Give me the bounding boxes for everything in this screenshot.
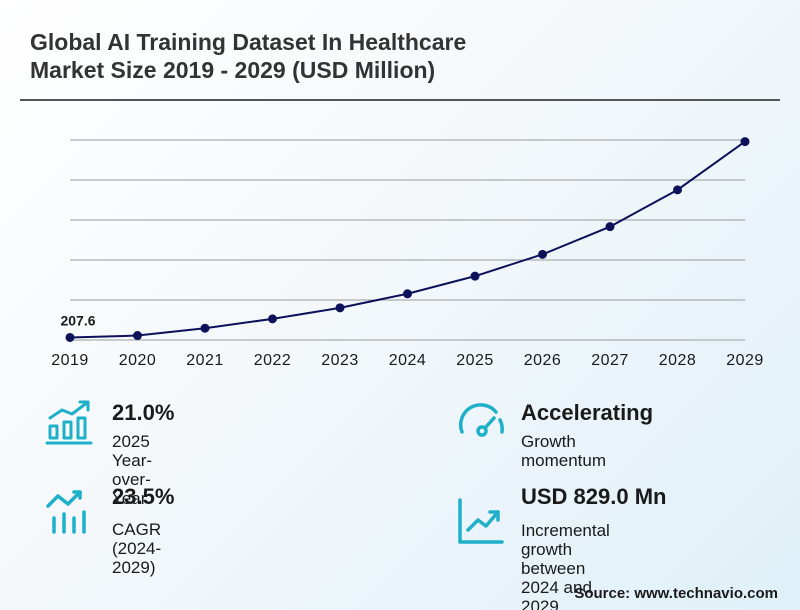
data-point-2029 <box>740 137 750 147</box>
data-point-2019 <box>65 332 75 342</box>
stat-incremental-desc-line-1: Incremental growth <box>521 521 610 559</box>
x-tick-label-2026: 2026 <box>524 352 562 369</box>
data-point-2021 <box>200 323 210 333</box>
data-point-2028 <box>673 185 682 195</box>
data-labels: 207.6 <box>60 312 95 328</box>
x-tick-label-2025: 2025 <box>456 352 494 369</box>
x-tick-label-2020: 2020 <box>119 352 157 369</box>
stat-incremental-desc-line-2: between 2024 and 2029 <box>521 559 592 610</box>
stat-cagr-desc: CAGR (2024-2029) <box>112 520 162 577</box>
series-line <box>69 140 746 339</box>
data-point-2023 <box>335 303 345 313</box>
stat-yoy-desc: 2025 Year-over-Year <box>112 432 153 508</box>
chart-title-line-1: Global AI Training Dataset In Healthcare <box>30 29 467 55</box>
bar-chart-growth-icon <box>44 398 94 448</box>
gridlines <box>70 139 745 341</box>
x-tick-label-2024: 2024 <box>389 352 427 369</box>
stat-momentum-desc: Growth momentum <box>521 432 607 470</box>
data-label-2019: 207.6 <box>60 312 95 328</box>
data-point-2027 <box>605 222 615 232</box>
x-tick-label-2023: 2023 <box>321 352 359 369</box>
growth-chart-icon <box>456 496 506 546</box>
trend-bars-icon <box>44 486 94 536</box>
data-point-2022 <box>268 314 277 324</box>
stat-yoy-value: 21.0% <box>112 400 175 425</box>
data-point-2025 <box>470 271 480 281</box>
data-point-2020 <box>133 331 142 341</box>
x-tick-label-2029: 2029 <box>726 352 764 369</box>
x-tick-label-2022: 2022 <box>254 352 292 369</box>
x-tick-label-2021: 2021 <box>186 352 224 369</box>
gauge-icon <box>456 398 506 448</box>
line-chart: 207.6 2019 2020 2021 2022 2023 2024 2025 2026 20… <box>51 137 764 369</box>
data-points <box>65 137 750 342</box>
stat-incremental-value: USD 829.0 Mn <box>521 484 667 509</box>
chart-title: Global AI Training Dataset In Healthcare… <box>30 28 650 84</box>
chart-title-line-2: Market Size 2019 - 2029 (USD Million) <box>30 57 436 83</box>
stat-momentum-value: Accelerating <box>521 400 654 425</box>
x-tick-label-2027: 2027 <box>591 352 629 369</box>
stat-incremental-desc: Incremental growth between 2024 and 2029 <box>521 521 610 610</box>
data-point-2026 <box>538 249 547 259</box>
x-tick-label-2019: 2019 <box>51 352 89 369</box>
source-credit: Source: www.technavio.com <box>574 585 778 602</box>
x-tick-label-2028: 2028 <box>659 352 697 369</box>
data-point-2024 <box>403 289 412 299</box>
title-divider <box>20 99 780 101</box>
series-line-group <box>69 140 746 339</box>
stat-cagr-value: 23.5% <box>112 484 175 509</box>
x-axis-ticks: 2019 2020 2021 2022 2023 2024 2025 2026 2027 2028… <box>51 352 764 369</box>
